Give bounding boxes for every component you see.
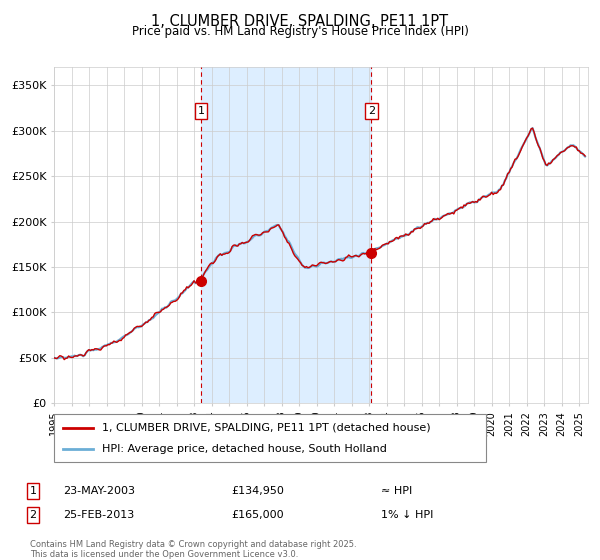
Text: 2: 2 bbox=[368, 106, 375, 116]
Text: 1, CLUMBER DRIVE, SPALDING, PE11 1PT (detached house): 1, CLUMBER DRIVE, SPALDING, PE11 1PT (de… bbox=[101, 423, 430, 433]
Text: £134,950: £134,950 bbox=[231, 486, 284, 496]
Text: Contains HM Land Registry data © Crown copyright and database right 2025.: Contains HM Land Registry data © Crown c… bbox=[30, 540, 356, 549]
Text: This data is licensed under the Open Government Licence v3.0.: This data is licensed under the Open Gov… bbox=[30, 550, 298, 559]
Bar bbox=[201, 67, 371, 403]
Text: 23-MAY-2003: 23-MAY-2003 bbox=[63, 486, 135, 496]
FancyBboxPatch shape bbox=[54, 414, 486, 462]
Text: ≈ HPI: ≈ HPI bbox=[381, 486, 412, 496]
Text: 2: 2 bbox=[29, 510, 37, 520]
Text: 1: 1 bbox=[197, 106, 205, 116]
Text: 1% ↓ HPI: 1% ↓ HPI bbox=[381, 510, 433, 520]
Text: £165,000: £165,000 bbox=[231, 510, 284, 520]
Text: 1, CLUMBER DRIVE, SPALDING, PE11 1PT: 1, CLUMBER DRIVE, SPALDING, PE11 1PT bbox=[151, 14, 449, 29]
Text: 1: 1 bbox=[29, 486, 37, 496]
Text: Price paid vs. HM Land Registry's House Price Index (HPI): Price paid vs. HM Land Registry's House … bbox=[131, 25, 469, 38]
Text: HPI: Average price, detached house, South Holland: HPI: Average price, detached house, Sout… bbox=[101, 444, 386, 454]
Text: 25-FEB-2013: 25-FEB-2013 bbox=[63, 510, 134, 520]
